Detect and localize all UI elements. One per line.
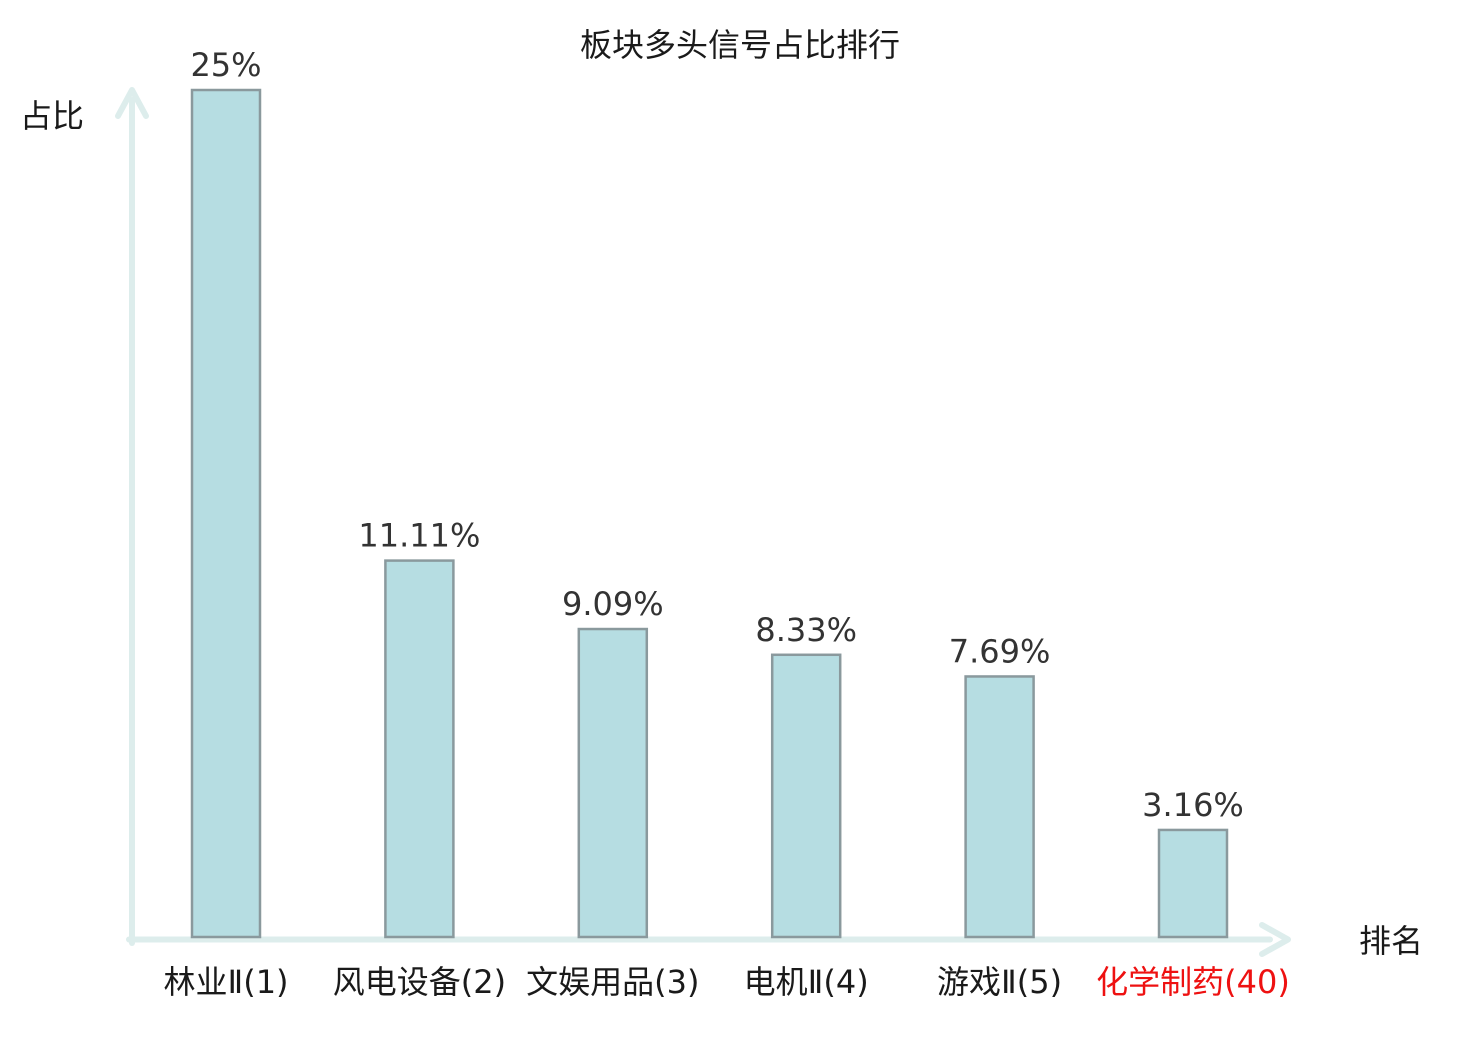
category-labels-group: 林业Ⅱ(1) 风电设备(2) 文娱用品(3) 电机Ⅱ(4) 游戏Ⅱ(5) 化学制药(40) <box>163 963 1289 1001</box>
category-label: 风电设备(2) <box>333 963 506 1001</box>
bar <box>577 627 649 939</box>
x-axis-label: 排名 <box>1359 922 1423 960</box>
axes <box>115 87 1291 957</box>
category-label: 林业Ⅱ(1) <box>163 963 288 1001</box>
bar-value-label: 9.09% <box>562 585 664 623</box>
x-axis-arrow-icon <box>1259 922 1291 957</box>
bar <box>1157 828 1229 939</box>
bar <box>190 88 262 939</box>
category-label: 游戏Ⅱ(5) <box>937 963 1062 1001</box>
y-axis-arrow-icon <box>115 87 149 119</box>
y-axis-label: 占比 <box>20 97 84 135</box>
bar-value-label: 7.69% <box>949 632 1051 670</box>
bar <box>770 653 842 939</box>
category-label: 电机Ⅱ(4) <box>744 963 869 1001</box>
bar-value-label: 25% <box>190 46 261 84</box>
bar-value-label: 11.11% <box>358 517 480 555</box>
bar-value-label: 8.33% <box>755 611 857 649</box>
bars-group <box>190 88 1229 939</box>
value-labels-group: 25% 11.11% 9.09% 8.33% 7.69% 3.16% <box>190 46 1243 824</box>
category-label-highlighted: 化学制药(40) <box>1096 963 1290 1001</box>
category-label: 文娱用品(3) <box>526 963 699 1001</box>
bar-value-label: 3.16% <box>1142 786 1244 824</box>
chart-title: 板块多头信号占比排行 <box>580 26 900 64</box>
bar <box>384 559 455 939</box>
bar <box>964 675 1035 939</box>
